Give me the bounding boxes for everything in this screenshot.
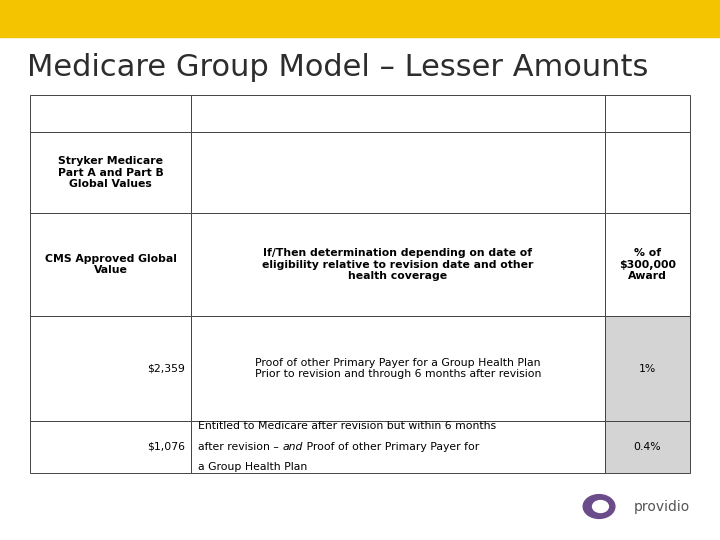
Text: 1%: 1% — [639, 363, 656, 374]
Bar — [605, 132, 690, 213]
Bar — [191, 421, 605, 472]
Bar — [605, 421, 690, 472]
Bar — [0, 0, 720, 37]
Text: $1,076: $1,076 — [147, 442, 185, 452]
Text: and: and — [282, 442, 302, 452]
Text: Entitled to Medicare after revision but within 6 months: Entitled to Medicare after revision but … — [198, 421, 496, 431]
Text: % of
$300,000
Award: % of $300,000 Award — [618, 248, 676, 281]
Text: CMS Approved Global
Value: CMS Approved Global Value — [45, 254, 176, 275]
Text: providio: providio — [634, 500, 690, 514]
Bar — [191, 132, 605, 213]
Bar — [191, 316, 605, 421]
Bar — [30, 213, 191, 316]
Bar — [30, 316, 191, 421]
Bar — [605, 94, 690, 132]
Text: Proof of other Primary Payer for a Group Health Plan
Prior to revision and throu: Proof of other Primary Payer for a Group… — [255, 357, 541, 379]
Bar — [605, 316, 690, 421]
Circle shape — [593, 501, 608, 512]
Text: Medicare Group Model – Lesser Amounts: Medicare Group Model – Lesser Amounts — [27, 53, 649, 82]
Bar — [30, 132, 191, 213]
Text: a Group Health Plan: a Group Health Plan — [198, 462, 307, 472]
Bar — [191, 213, 605, 316]
Circle shape — [583, 495, 615, 518]
Bar — [191, 94, 605, 132]
Bar — [30, 421, 191, 472]
Text: Stryker Medicare
Part A and Part B
Global Values: Stryker Medicare Part A and Part B Globa… — [58, 156, 163, 190]
Bar — [30, 94, 191, 132]
Text: $2,359: $2,359 — [147, 363, 185, 374]
Text: 0.4%: 0.4% — [634, 442, 661, 452]
Text: If/Then determination depending on date of
eligibility relative to revision date: If/Then determination depending on date … — [262, 248, 534, 281]
Text: Proof of other Primary Payer for: Proof of other Primary Payer for — [302, 442, 479, 452]
Text: after revision –: after revision – — [198, 442, 282, 452]
Bar — [605, 213, 690, 316]
